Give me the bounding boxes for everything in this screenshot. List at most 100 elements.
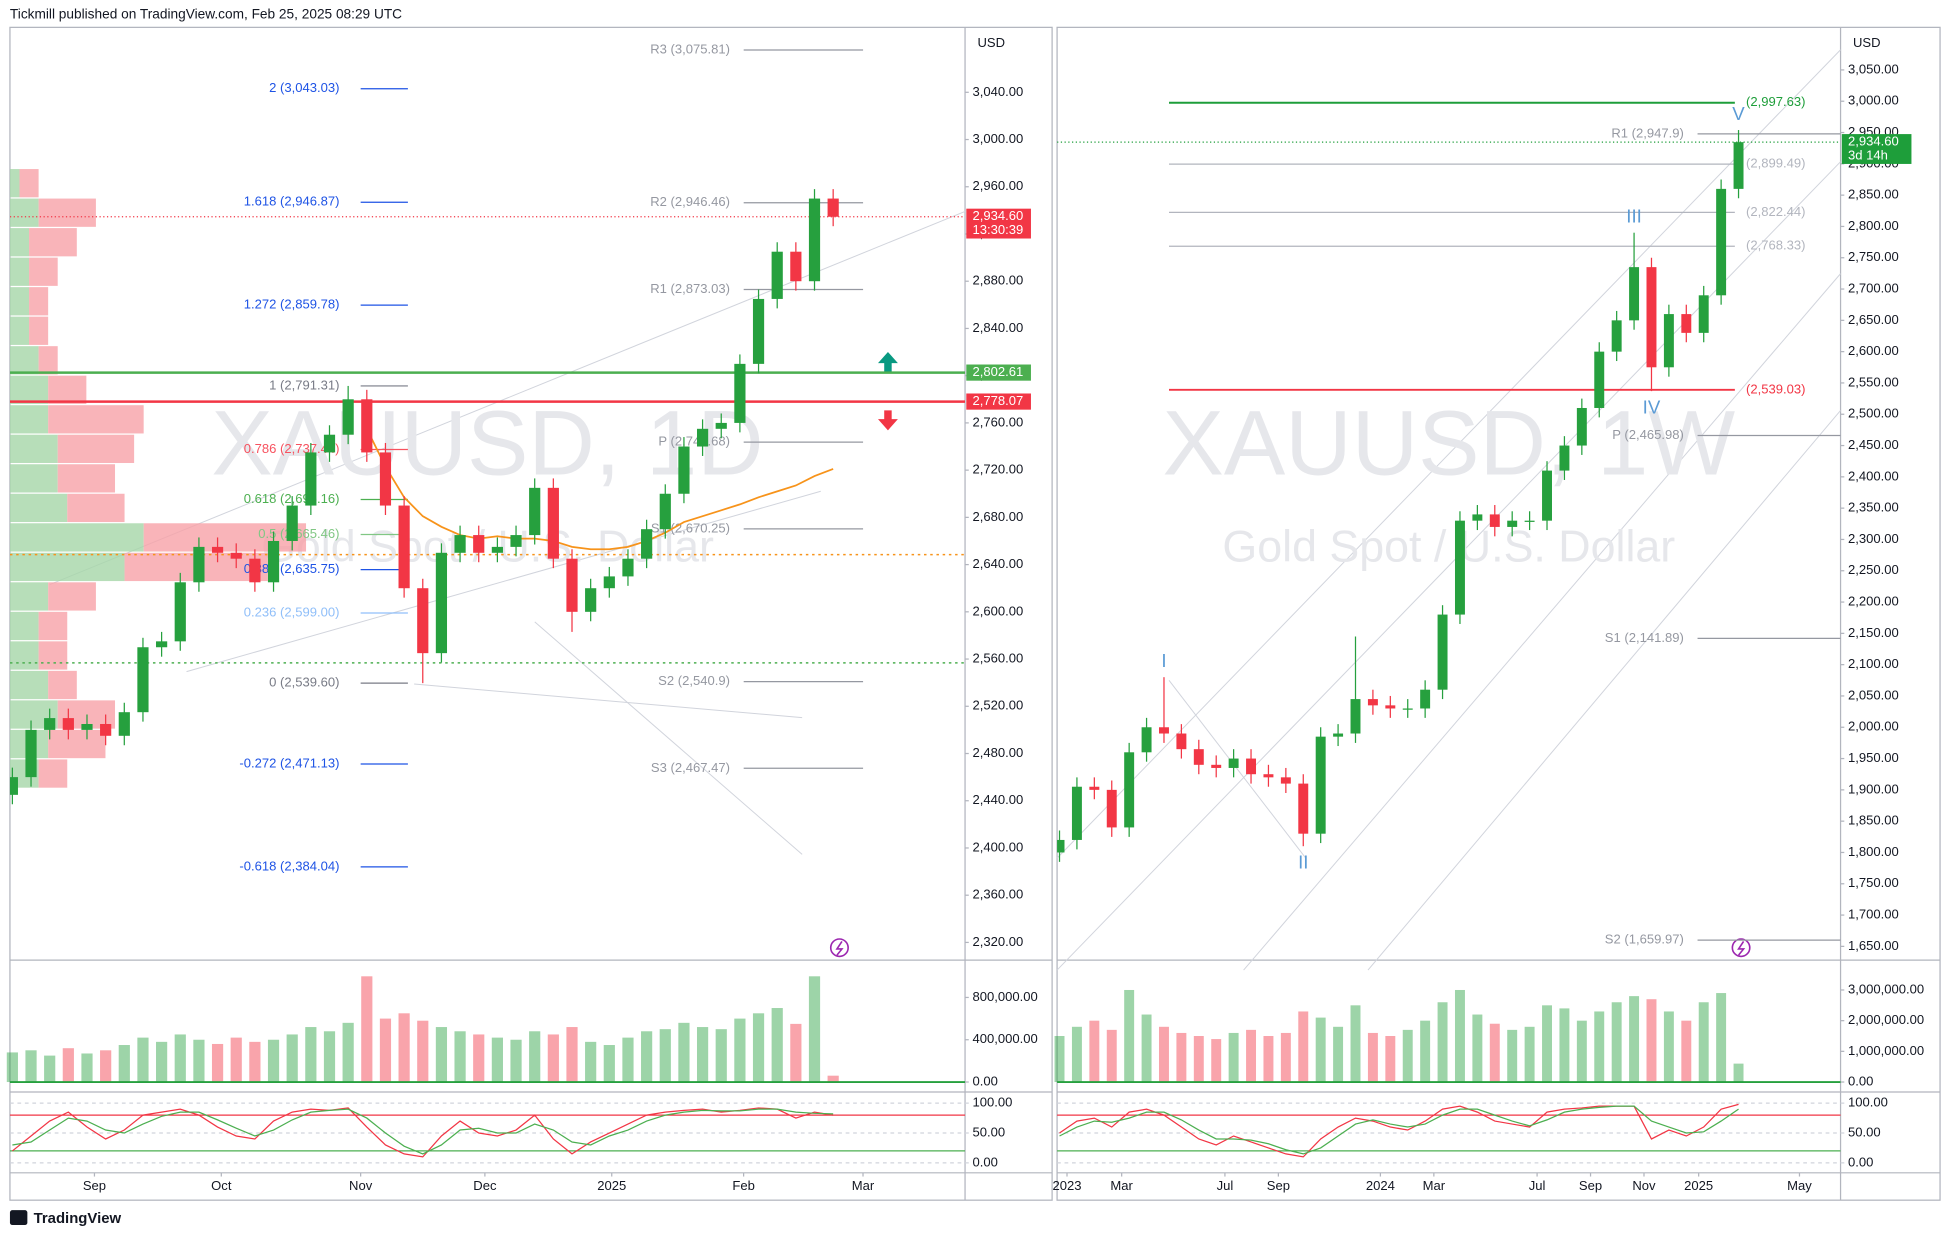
candle-body bbox=[1524, 520, 1535, 522]
profile-up bbox=[9, 198, 39, 227]
volume-bar bbox=[398, 1013, 410, 1083]
level-label: -0.618 (2,384.04) bbox=[239, 858, 339, 873]
candle-body bbox=[118, 712, 130, 736]
x-tick-label: Mar bbox=[1423, 1178, 1446, 1193]
candle-body bbox=[100, 723, 112, 736]
x-tick-label: 2025 bbox=[597, 1178, 626, 1193]
y-tick-label: 2,360.00 bbox=[973, 887, 1024, 902]
y-tick-label: 2,050.00 bbox=[1848, 687, 1899, 702]
profile-down bbox=[29, 316, 49, 345]
volume-bar bbox=[1489, 1023, 1500, 1083]
level-label: -0.272 (2,471.13) bbox=[239, 755, 339, 770]
candle-body bbox=[323, 434, 336, 453]
x-tick-label: 2023 bbox=[1052, 1178, 1081, 1193]
y-tick-label: 2,440.00 bbox=[973, 792, 1024, 807]
y-tick-label: 2,500.00 bbox=[1848, 406, 1899, 421]
candle-body bbox=[547, 487, 559, 559]
candle-body bbox=[1124, 752, 1135, 828]
y-tick-label: 2,200.00 bbox=[1848, 594, 1899, 609]
candle-body bbox=[1057, 839, 1065, 853]
volume-bar bbox=[641, 1031, 653, 1083]
candle-body bbox=[622, 558, 634, 577]
volume-bar bbox=[1211, 1039, 1222, 1083]
candle-body bbox=[790, 251, 802, 282]
volume-bar bbox=[1106, 1029, 1117, 1083]
candle-body bbox=[1211, 764, 1222, 768]
volume-bar bbox=[1663, 1011, 1674, 1083]
volume-bar bbox=[1315, 1017, 1326, 1083]
volume-bar bbox=[696, 1027, 709, 1083]
candle-body bbox=[1193, 749, 1204, 765]
x-tick-label: Mar bbox=[1110, 1178, 1133, 1193]
candle-body bbox=[361, 399, 373, 453]
volume-bar bbox=[454, 1031, 466, 1083]
price-tag-label: 2,934.60 bbox=[973, 208, 1024, 223]
volume-tick-label: 0.00 bbox=[973, 1073, 998, 1088]
level-label: (2,997.63) bbox=[1746, 94, 1805, 109]
price-tag bbox=[966, 364, 1031, 381]
y-tick-label: 2,720.00 bbox=[973, 462, 1024, 477]
profile-down bbox=[48, 375, 87, 404]
price-axis: USD3,040.003,000.002,960.002,920.002,880… bbox=[965, 35, 1038, 1169]
level-label: 0.236 (2,599.00) bbox=[244, 604, 340, 619]
profile-down bbox=[48, 670, 77, 700]
level-label: (2,768.33) bbox=[1746, 238, 1805, 253]
profile-down bbox=[38, 198, 96, 227]
y-tick-label: 2,000.00 bbox=[1848, 719, 1899, 734]
volume-bar bbox=[1228, 1032, 1239, 1083]
y-tick-label: 1,900.00 bbox=[1848, 781, 1899, 796]
y-tick-label: 2,850.00 bbox=[1848, 187, 1899, 202]
candle-body bbox=[342, 399, 354, 435]
volume-bar bbox=[100, 1050, 112, 1083]
candle-body bbox=[696, 428, 709, 447]
candle-body bbox=[566, 558, 578, 612]
volume-bar bbox=[379, 1018, 392, 1083]
y-tick-label: 2,480.00 bbox=[973, 745, 1024, 760]
y-tick-label: 2,550.00 bbox=[1848, 374, 1899, 389]
volume-tick-label: 0.00 bbox=[1848, 1073, 1873, 1088]
price-tag-label: 2,802.61 bbox=[973, 364, 1024, 379]
candle-body bbox=[473, 535, 485, 553]
volume-bar bbox=[1350, 1005, 1361, 1083]
volume-bar bbox=[1646, 999, 1657, 1083]
x-tick-label: May bbox=[1787, 1178, 1812, 1193]
profile-down bbox=[38, 611, 68, 641]
volume-bar bbox=[510, 1039, 522, 1083]
y-tick-label: 2,150.00 bbox=[1848, 625, 1899, 640]
profile-down bbox=[29, 228, 77, 257]
level-label: R1 (2,947.9) bbox=[1611, 125, 1684, 140]
level-label: 2 (3,043.03) bbox=[269, 80, 339, 95]
candle-body bbox=[1559, 445, 1570, 471]
profile-down bbox=[67, 493, 125, 523]
volume-bar bbox=[491, 1037, 503, 1083]
candle-body bbox=[1263, 774, 1274, 778]
volume-bar bbox=[529, 1031, 541, 1083]
footer: TradingView bbox=[9, 1210, 122, 1227]
volume-bar bbox=[1385, 1036, 1396, 1083]
candle-body bbox=[827, 198, 839, 217]
volume-bar bbox=[1071, 1026, 1082, 1083]
y-tick-label: 2,350.00 bbox=[1848, 500, 1899, 515]
volume-bar bbox=[1594, 1011, 1605, 1083]
candle-body bbox=[1315, 736, 1326, 834]
profile-down bbox=[48, 582, 96, 611]
volume-bar bbox=[473, 1034, 485, 1083]
candle-body bbox=[1698, 295, 1709, 333]
x-tick-label: Jul bbox=[1217, 1178, 1234, 1193]
candle-body bbox=[641, 529, 653, 559]
x-tick-label: Sep bbox=[1579, 1178, 1602, 1193]
level-label: (2,539.03) bbox=[1746, 381, 1805, 396]
candle-body bbox=[230, 552, 242, 559]
currency-label: USD bbox=[977, 35, 1005, 50]
wave-label: I bbox=[1161, 650, 1166, 671]
y-tick-label: 2,800.00 bbox=[1848, 218, 1899, 233]
y-tick-label: 2,250.00 bbox=[1848, 562, 1899, 577]
x-tick-label: Dec bbox=[473, 1178, 497, 1193]
volume-bar bbox=[659, 1029, 671, 1083]
volume-bar bbox=[1193, 1036, 1204, 1083]
level-label: 0.382 (2,635.75) bbox=[244, 561, 340, 576]
profile-down bbox=[29, 257, 58, 286]
volume-bar bbox=[305, 1027, 317, 1083]
watermark-subtitle: Gold Spot / U.S. Dollar bbox=[1222, 522, 1675, 572]
